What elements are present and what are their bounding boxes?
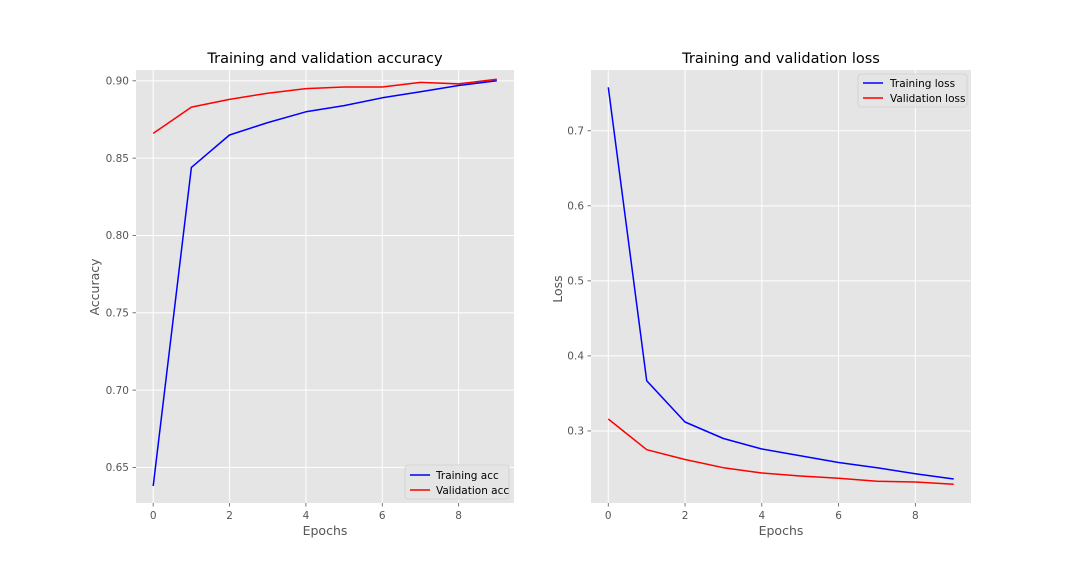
- accuracy-chart: 0 2 4 6 8 0.65 0.70 0.75 0.80 0.85 0.90 Training a…: [87, 51, 514, 538]
- accuracy-x-tick-label: 4: [303, 510, 310, 522]
- accuracy-title: Training and validation accuracy: [206, 51, 443, 67]
- accuracy-x-tick-label: 6: [379, 510, 386, 522]
- accuracy-ticks: 0 2 4 6 8 0.65 0.70 0.75 0.80 0.85 0.90: [106, 76, 462, 522]
- series-line-training-loss: [607, 87, 954, 480]
- loss-lines: [607, 87, 954, 485]
- accuracy-y-tick-label: 0.80: [106, 230, 129, 242]
- accuracy-y-axis-label: Accuracy: [87, 258, 102, 316]
- loss-plot-area: [591, 70, 971, 503]
- legend-label-training-acc: Training acc: [435, 470, 499, 482]
- accuracy-plot-area: [136, 70, 514, 503]
- series-line-training-acc: [152, 80, 497, 487]
- loss-y-tick-label: 0.3: [567, 426, 584, 438]
- accuracy-grid: [136, 70, 514, 503]
- legend-label-validation-loss: Validation loss: [890, 93, 965, 105]
- loss-x-tick-label: 2: [682, 510, 689, 522]
- accuracy-legend: Training acc Validation acc: [404, 464, 510, 500]
- accuracy-x-tick-label: 8: [455, 510, 462, 522]
- loss-x-tick-label: 4: [758, 510, 765, 522]
- accuracy-x-tick-label: 2: [226, 510, 233, 522]
- accuracy-legend-box: [404, 464, 510, 500]
- loss-ticks: 0 2 4 6 8 0.3 0.4 0.5 0.6 0.7: [567, 125, 918, 522]
- loss-chart: 0 2 4 6 8 0.3 0.4 0.5 0.6 0.7 Training and valida…: [550, 51, 971, 538]
- legend-label-training-loss: Training loss: [889, 78, 955, 90]
- loss-y-tick-label: 0.7: [567, 125, 584, 137]
- loss-y-tick-label: 0.4: [567, 351, 584, 363]
- accuracy-y-tick-label: 0.90: [106, 76, 129, 88]
- loss-legend-box: [857, 73, 968, 108]
- loss-y-tick-label: 0.6: [567, 201, 584, 213]
- loss-legend: Training loss Validation loss: [857, 73, 968, 108]
- accuracy-y-tick-label: 0.70: [106, 385, 129, 397]
- loss-y-axis-label: Loss: [550, 275, 565, 302]
- loss-x-tick-label: 6: [835, 510, 842, 522]
- loss-x-axis-label: Epochs: [759, 523, 804, 538]
- accuracy-y-tick-label: 0.65: [106, 462, 129, 474]
- series-line-validation-acc: [152, 78, 497, 135]
- series-line-validation-loss: [607, 418, 954, 485]
- accuracy-x-tick-label: 0: [150, 510, 157, 522]
- accuracy-y-tick-label: 0.75: [106, 307, 129, 319]
- accuracy-x-axis-label: Epochs: [303, 523, 348, 538]
- loss-title: Training and validation loss: [681, 51, 880, 67]
- loss-x-tick-label: 0: [605, 510, 612, 522]
- accuracy-lines: [152, 78, 497, 487]
- loss-x-tick-label: 8: [912, 510, 919, 522]
- legend-label-validation-acc: Validation acc: [436, 485, 509, 497]
- loss-grid: [591, 70, 971, 503]
- loss-y-tick-label: 0.5: [567, 276, 584, 288]
- accuracy-y-tick-label: 0.85: [106, 153, 129, 165]
